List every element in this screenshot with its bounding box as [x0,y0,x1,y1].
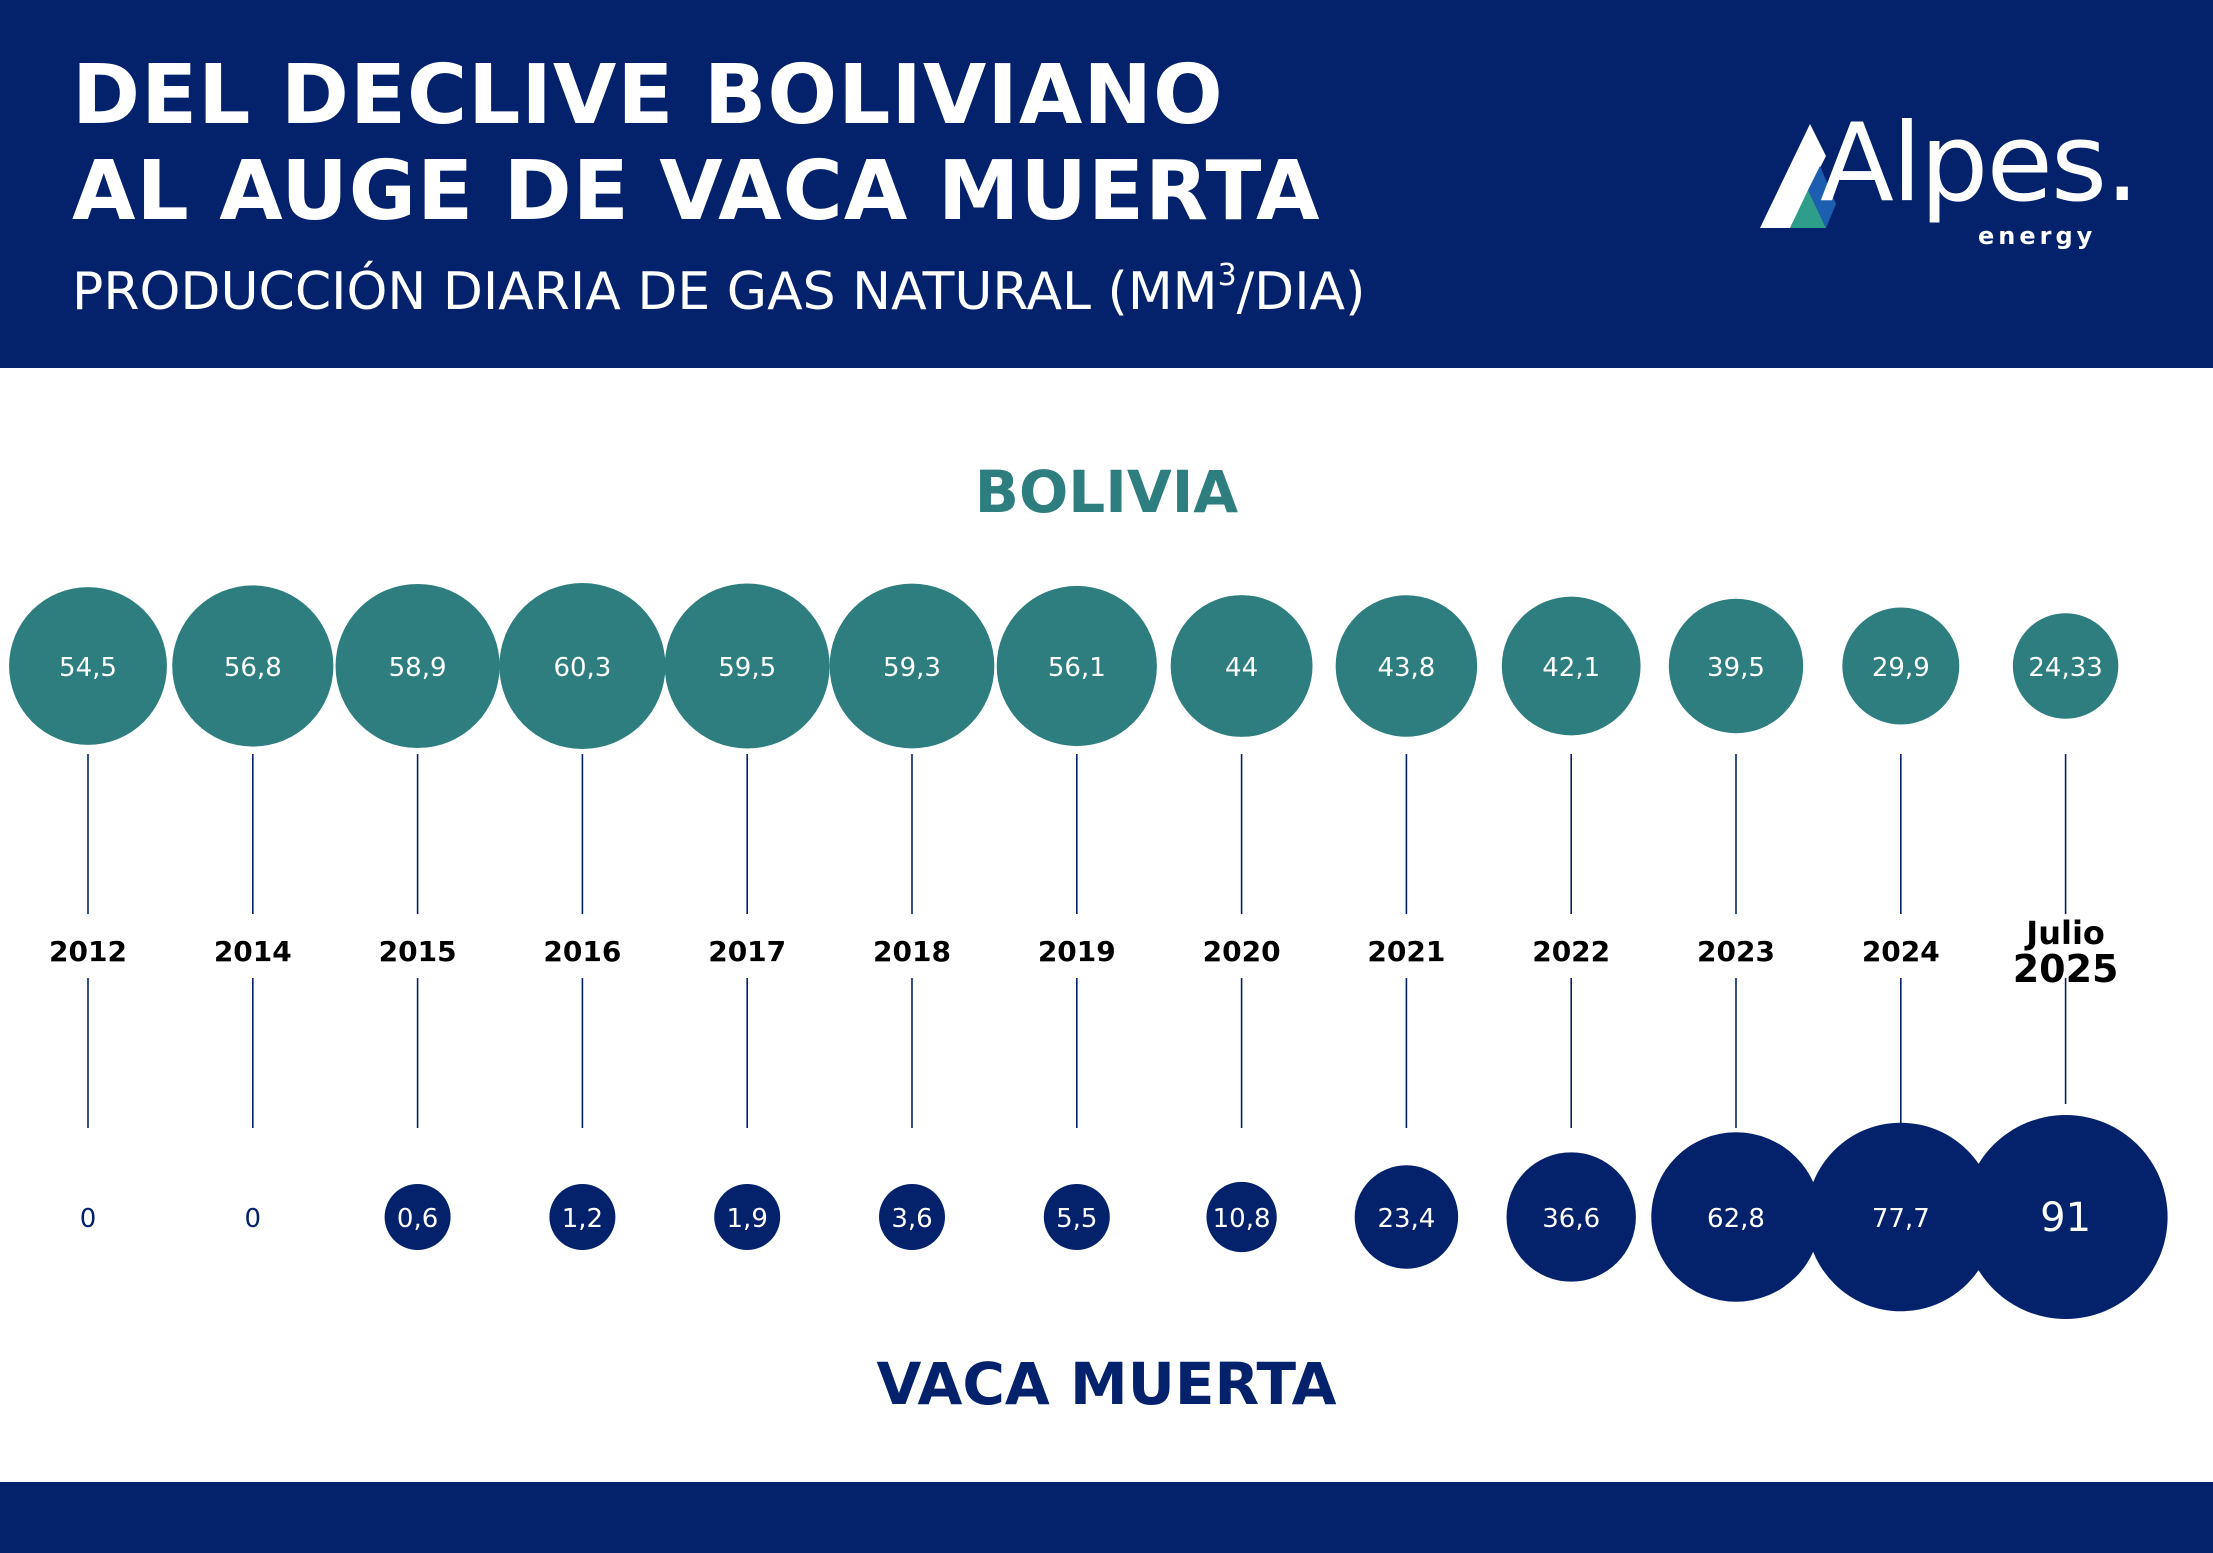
vaca-muerta-bubble [1506,1152,1636,1282]
bolivia-value-label: 29,9 [1872,653,1930,683]
year-label: 2022 [1532,935,1610,968]
year-label: 2012 [49,935,127,968]
subtitle-superscript: 3 [1217,258,1237,293]
vaca-muerta-value-label: 62,8 [1707,1204,1765,1234]
year-label: 2019 [1038,935,1116,968]
page-subtitle: PRODUCCIÓN DIARIA DE GAS NATURAL (MM3/DI… [72,261,1366,323]
year-label: 2016 [543,935,621,968]
year-label: 2015 [379,935,457,968]
footer-banner [0,1482,2213,1553]
vaca-muerta-value-label: 0 [245,1204,262,1234]
subtitle-end: /DIA) [1236,262,1366,322]
bolivia-value-label: 59,3 [883,653,941,683]
bolivia-value-label: 24,33 [2028,653,2102,683]
bolivia-bubble [9,587,167,745]
bolivia-value-label: 43,8 [1377,653,1435,683]
logo-wordmark: Alpes. [1820,101,2139,226]
bolivia-bubble [664,583,830,749]
year-label: 2024 [1862,935,1940,968]
vaca-muerta-bubble [1043,1184,1110,1250]
bolivia-bubble [172,585,334,747]
bolivia-value-label: 56,1 [1048,653,1106,683]
vaca-muerta-bubble [714,1184,781,1250]
vaca-muerta-bubble [384,1184,451,1250]
vaca-muerta-bubble [879,1184,945,1250]
vaca-muerta-value-label: 91 [2040,1195,2091,1241]
bolivia-value-label: 44 [1225,653,1258,683]
bolivia-value-label: 58,9 [389,653,447,683]
vaca-muerta-bubble [1806,1122,1996,1312]
vaca-muerta-value-label: 1,2 [562,1204,603,1234]
vaca-muerta-value-label: 23,4 [1377,1204,1435,1234]
year-label: Julio 2025 [2013,914,2119,991]
bolivia-bubble [1501,596,1641,736]
bolivia-bubble [2012,613,2119,719]
bolivia-value-label: 60,3 [553,653,611,683]
bolivia-bubble [1842,607,1960,725]
vaca-muerta-value-label: 10,8 [1213,1204,1271,1234]
year-label: 2018 [873,935,951,968]
bolivia-value-label: 56,8 [224,653,282,683]
bolivia-value-label: 39,5 [1707,653,1765,683]
bolivia-bubble [335,583,500,749]
subtitle-main: PRODUCCIÓN DIARIA DE GAS NATURAL (MM [72,262,1218,322]
logo-mountain-icon [1760,124,1836,228]
alpes-energy-logo: Alpes. energy [1750,100,2139,260]
bolivia-value-label: 54,5 [59,653,117,683]
bolivia-bubble [996,585,1157,747]
bolivia-value-label: 42,1 [1542,653,1600,683]
bolivia-bubble [829,583,995,749]
vaca-muerta-bubble [1651,1132,1821,1302]
year-label: 2014 [214,935,292,968]
vaca-muerta-value-label: 5,5 [1056,1204,1097,1234]
vaca-muerta-value-label: 36,6 [1542,1204,1600,1234]
vaca-muerta-value-label: 3,6 [891,1204,932,1234]
vaca-muerta-value-label: 77,7 [1872,1204,1930,1234]
logo-tagline: energy [1978,222,2097,250]
vaca-muerta-bubble [1354,1165,1459,1269]
vaca-muerta-series-label: VACA MUERTA [876,1350,1337,1418]
vaca-muerta-bubble [549,1184,616,1250]
year-label: 2017 [708,935,786,968]
header-banner: DEL DECLIVE BOLIVIANO AL AUGE DE VACA MU… [0,0,2213,368]
bolivia-bubble [1668,598,1804,734]
title-line-2: AL AUGE DE VACA MUERTA [72,144,1321,239]
year-label: 2023 [1697,935,1775,968]
bolivia-bubble [499,582,666,750]
year-label: 2021 [1367,935,1445,968]
vaca-muerta-value-label: 0 [80,1204,97,1234]
title-line-1: DEL DECLIVE BOLIVIANO [72,48,1224,143]
vaca-muerta-bubble [1206,1181,1277,1253]
bolivia-bubble [1335,595,1478,737]
bolivia-value-label: 59,5 [718,653,776,683]
year-label: 2020 [1203,935,1281,968]
bolivia-bubble [1170,595,1313,737]
page-title: DEL DECLIVE BOLIVIANO AL AUGE DE VACA MU… [72,48,1321,240]
vaca-muerta-value-label: 0,6 [397,1204,438,1234]
vaca-muerta-value-label: 1,9 [727,1204,768,1234]
vaca-muerta-bubble [1963,1115,2168,1319]
bolivia-series-label: BOLIVIA [974,458,1239,526]
